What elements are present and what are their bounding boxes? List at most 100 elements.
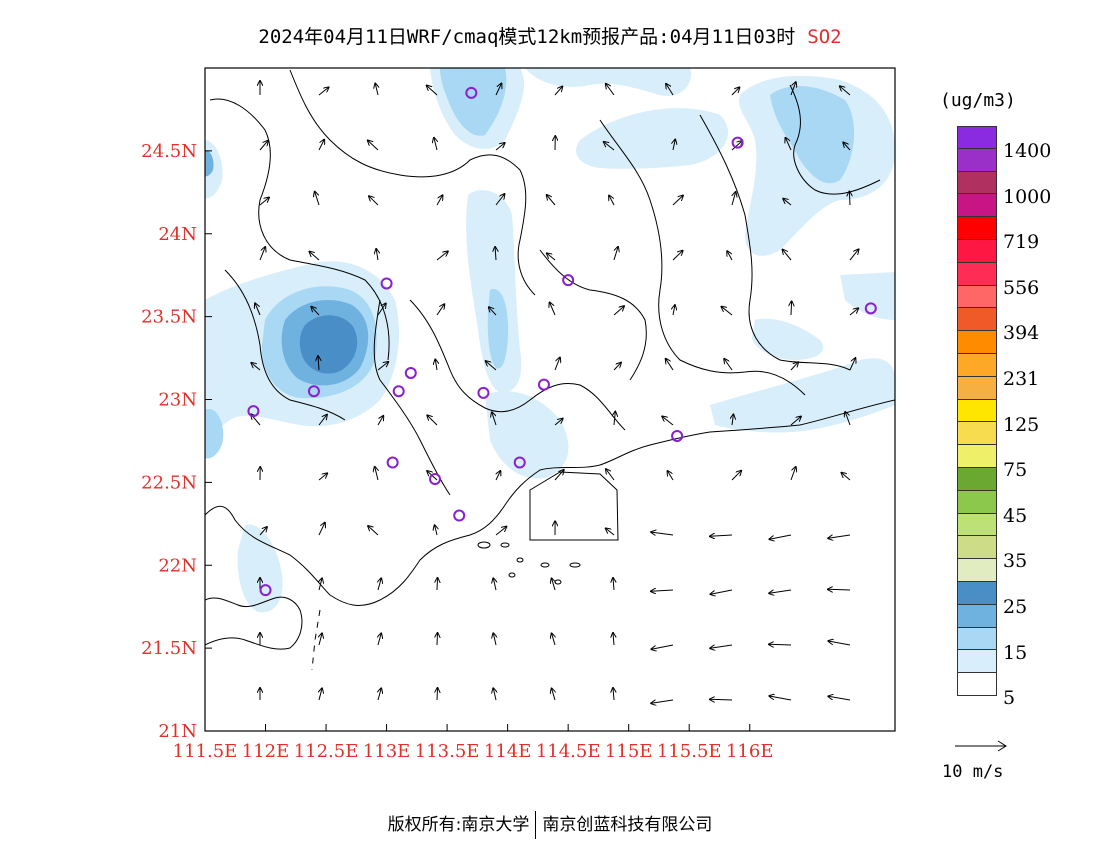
- wind-arrow: [790, 362, 798, 371]
- legend-label: 5: [1003, 687, 1016, 710]
- legend-label: 1400: [1003, 140, 1052, 162]
- island: [569, 562, 581, 568]
- plume-west-lower: [205, 409, 224, 459]
- wind-arrow: [436, 304, 444, 316]
- station-marker: [537, 378, 550, 391]
- wind-arrow: [731, 87, 739, 96]
- wind-arrow: [769, 534, 792, 539]
- x-tick-label: 115E: [605, 741, 653, 762]
- wind-arrow: [493, 688, 496, 701]
- station-marker: [307, 385, 320, 398]
- wind-arrow: [434, 138, 437, 151]
- wind-arrow: [790, 82, 796, 96]
- wind-arrow: [377, 362, 388, 371]
- legend-swatch: [957, 627, 997, 651]
- wind-arrow: [732, 192, 736, 206]
- wind-arrow: [613, 633, 614, 646]
- station-marker: [380, 277, 393, 290]
- wind-arrow: [606, 528, 615, 536]
- wind-arrow: [259, 527, 267, 536]
- wind-arrow: [368, 526, 379, 536]
- so2-shading: [205, 68, 895, 613]
- station-marker: [259, 584, 272, 597]
- wind-arrow: [310, 252, 320, 261]
- wind-arrow: [378, 578, 381, 591]
- wind-arrow: [427, 415, 438, 426]
- wind-arrow: [554, 419, 563, 426]
- wind-arrow: [666, 84, 674, 96]
- copyright-footer: 版权所有:南京大学 南京创蓝科技有限公司: [0, 810, 1100, 839]
- wind-arrow: [315, 192, 320, 206]
- wind-arrow: [710, 589, 733, 594]
- figure-title: 2024年04月11日WRF/cmaq模式12km预报产品:04月11日03时 S…: [0, 22, 1100, 49]
- x-tick-label: 116E: [726, 741, 774, 762]
- admin-sw: [224, 269, 346, 421]
- wind-arrow: [318, 523, 325, 536]
- wind-arrow: [486, 361, 497, 371]
- wind-arrow: [828, 696, 851, 701]
- plume-north-mid: [440, 68, 507, 136]
- station-markers: [247, 86, 877, 597]
- wind-arrow: [609, 196, 615, 206]
- wind-arrow: [495, 247, 496, 261]
- legend-label: 231: [1003, 368, 1040, 390]
- station-marker: [671, 429, 684, 442]
- wind-arrow: [554, 87, 562, 96]
- wind-arrow: [849, 192, 850, 206]
- wind-arrow: [613, 363, 621, 371]
- wind-arrow: [614, 412, 615, 426]
- wind-vectors: [251, 81, 858, 703]
- wind-arrow: [437, 578, 438, 591]
- x-tick-label: 113.5E: [415, 741, 480, 762]
- station-marker: [864, 302, 877, 315]
- legend-label: 45: [1003, 504, 1028, 527]
- legend-units: (ug/m3): [940, 90, 1016, 111]
- legend-swatch: [957, 148, 997, 172]
- wind-arrow: [376, 249, 378, 261]
- wind-arrow: [369, 196, 379, 206]
- wind-arrow: [318, 140, 324, 151]
- wind-arrow: [550, 303, 556, 316]
- wind-arrow: [259, 198, 269, 206]
- wind-arrow: [724, 359, 733, 371]
- island: [508, 572, 516, 578]
- wind-arrow: [845, 412, 851, 426]
- wind-arrow: [769, 696, 792, 701]
- y-tick-label: 22.5N: [141, 472, 197, 493]
- y-axis: 21N 21.5N 22N 22.5N 23N 23.5N 24N 24.5N: [141, 141, 212, 742]
- x-tick-label: 112.5E: [294, 741, 359, 762]
- wind-arrow: [495, 527, 506, 536]
- plume-pearl-delta: [485, 391, 569, 479]
- island: [477, 541, 491, 549]
- wind-arrow: [554, 470, 564, 481]
- station-marker: [465, 86, 478, 99]
- wind-arrow: [492, 412, 497, 426]
- wind-arrow: [259, 141, 268, 151]
- wind-arrow: [319, 578, 322, 591]
- wind-arrow: [436, 195, 443, 206]
- y-tick-label: 21N: [158, 721, 197, 742]
- x-tick-label: 114.5E: [536, 741, 601, 762]
- legend-label: 394: [1003, 322, 1040, 345]
- legend-swatch: [957, 513, 997, 537]
- plume-north-top: [525, 68, 691, 96]
- admin-north: [289, 69, 536, 296]
- wind-arrow: [613, 306, 624, 316]
- wind-arrow: [378, 688, 381, 701]
- station-marker: [386, 456, 399, 469]
- station-marker: [477, 386, 490, 399]
- coastline: [205, 399, 895, 606]
- legend-swatch: [957, 490, 997, 514]
- legend-swatch: [957, 376, 997, 400]
- legend-swatch: [957, 171, 997, 195]
- legend-swatch: [957, 559, 997, 582]
- wind-arrow: [651, 644, 674, 649]
- island: [554, 579, 562, 585]
- legend-swatch: [957, 650, 997, 674]
- wind-arrow: [732, 415, 733, 426]
- wind-arrow: [375, 84, 378, 96]
- footer-right: 南京创蓝科技有限公司: [542, 815, 713, 835]
- station-marker: [404, 366, 417, 379]
- wind-arrow: [435, 360, 437, 371]
- x-tick-label: 113E: [363, 741, 411, 762]
